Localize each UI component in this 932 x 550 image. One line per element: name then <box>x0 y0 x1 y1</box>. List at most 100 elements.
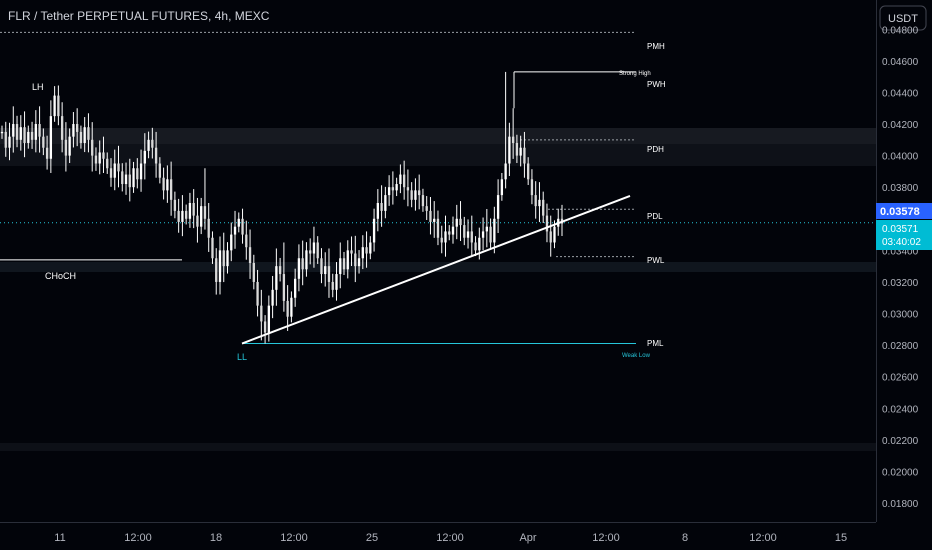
time-label[interactable]: 12:00 <box>592 532 620 544</box>
candle-body <box>320 258 323 275</box>
candle-body <box>113 163 116 178</box>
candle-body <box>192 202 195 216</box>
candle-body <box>226 250 229 267</box>
candle-body <box>376 202 380 219</box>
candle-body <box>87 127 90 140</box>
candle-body <box>305 250 308 270</box>
candle-body <box>327 266 331 282</box>
strong-high-label: Strong High <box>619 71 651 77</box>
time-label[interactable]: 18 <box>210 532 222 544</box>
candle-body <box>275 266 278 290</box>
candle-body <box>83 127 86 143</box>
candle-body <box>237 218 240 227</box>
candle-body <box>124 174 128 185</box>
candle-body <box>53 95 56 117</box>
price-label: 0.03200 <box>882 278 919 289</box>
candle-body <box>60 116 64 140</box>
time-label[interactable]: 12:00 <box>749 532 777 544</box>
candle-body <box>23 127 26 143</box>
candle-body <box>339 258 342 275</box>
last-price-badge: 0.03578 <box>876 203 932 219</box>
time-label[interactable]: 12:00 <box>280 532 308 544</box>
candle-body <box>489 226 492 243</box>
weak-low-label: Weak Low <box>622 353 651 359</box>
candle-body <box>459 218 462 226</box>
candle-body <box>233 226 237 235</box>
currency-button[interactable]: USDT <box>879 5 927 31</box>
pml-label: PML <box>647 339 664 348</box>
zone-upper <box>0 128 876 144</box>
candle-body <box>433 218 436 222</box>
candle-body <box>30 131 34 140</box>
candle-body <box>162 177 165 191</box>
candle-body <box>553 226 556 243</box>
candle-body <box>290 297 293 317</box>
candle-body <box>380 202 383 211</box>
candle-body <box>106 158 109 169</box>
candle-body <box>399 174 402 185</box>
time-label[interactable]: 25 <box>366 532 378 544</box>
candle-body <box>64 139 68 156</box>
candle-body <box>57 95 60 117</box>
candle-body <box>466 231 470 238</box>
candle-body <box>421 195 425 207</box>
time-label[interactable]: 15 <box>835 532 847 544</box>
ll-label: LL <box>237 352 247 362</box>
price-label: 0.04600 <box>882 57 919 68</box>
candle-body <box>463 225 466 238</box>
level-lines <box>0 31 876 345</box>
candle-body <box>19 127 22 140</box>
candle-body <box>196 215 199 227</box>
price-label: 0.04800 <box>882 25 919 36</box>
candle-body <box>121 171 124 185</box>
candle-body <box>15 124 19 140</box>
time-label[interactable]: 8 <box>682 532 688 544</box>
candle-body <box>263 321 267 333</box>
candle-body <box>72 124 75 137</box>
candle-body <box>0 131 4 134</box>
time-label[interactable]: 12:00 <box>124 532 152 544</box>
time-axis-labels[interactable]: 11 12:00 18 12:00 25 12:00 Apr 12:00 8 12:00 15 <box>54 532 847 544</box>
candle-body <box>94 155 98 164</box>
candle-body <box>42 136 45 148</box>
candle-body <box>184 210 188 219</box>
candle-body <box>406 187 410 191</box>
candle-body <box>384 195 387 211</box>
candle-body <box>549 231 552 243</box>
candle-body <box>481 231 485 238</box>
candle-body <box>365 247 368 254</box>
candle-body <box>169 179 173 200</box>
candle-body <box>218 250 222 282</box>
countdown-timer: 03:40:02 <box>882 237 921 248</box>
candle-body <box>297 258 301 279</box>
time-label[interactable]: 11 <box>54 532 65 544</box>
candle-body <box>342 258 346 270</box>
price-label: 0.04200 <box>882 120 919 131</box>
currency-button-label[interactable]: USDT <box>888 13 918 25</box>
candle-body <box>98 152 101 164</box>
candle-body <box>132 168 135 188</box>
candle-body <box>102 152 105 159</box>
candle-body <box>154 147 158 164</box>
trendline[interactable] <box>241 194 631 345</box>
candle-body <box>448 231 451 235</box>
candle-body <box>248 247 252 263</box>
candle-body <box>410 190 413 200</box>
price-label: 0.02600 <box>882 373 919 384</box>
candle-body <box>241 218 244 235</box>
time-label[interactable]: 12:00 <box>436 532 464 544</box>
currency-button-frame[interactable] <box>879 5 927 31</box>
candle-body <box>369 242 372 254</box>
candle-body <box>128 174 131 188</box>
candle-body <box>143 150 146 164</box>
candle-body <box>395 184 398 191</box>
candle-body <box>478 237 481 251</box>
time-label[interactable]: Apr <box>519 532 536 544</box>
candle-body <box>117 163 120 172</box>
price-label: 0.03400 <box>882 246 919 257</box>
current-price-badge-bg <box>876 220 932 250</box>
candle-body <box>387 187 391 196</box>
candle-body <box>470 231 473 243</box>
price-axis-panel[interactable] <box>876 0 932 550</box>
